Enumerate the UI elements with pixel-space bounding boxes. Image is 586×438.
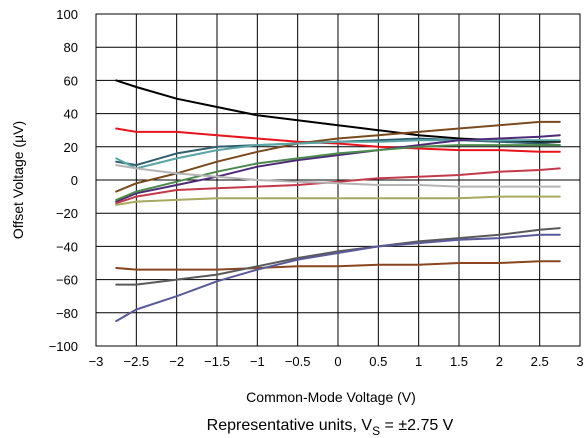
y-tick-label: −100 — [49, 339, 78, 354]
y-tick-label: 80 — [64, 40, 78, 55]
x-axis-title: Common-Mode Voltage (V) — [246, 389, 416, 405]
y-tick-label: −40 — [56, 239, 78, 254]
series-line-10 — [115, 195, 561, 206]
x-tick-label: 2.5 — [531, 354, 549, 369]
series-line-2 — [115, 127, 561, 153]
caption-suffix: = ±2.75 V — [380, 417, 454, 434]
series-line-11 — [115, 260, 561, 271]
x-tick-label: 3 — [576, 354, 583, 369]
y-tick-label: −20 — [56, 206, 78, 221]
x-tick-label: −1.5 — [204, 354, 230, 369]
caption-subscript: S — [372, 424, 380, 438]
x-tick-label: −1 — [250, 354, 265, 369]
y-axis-title: Offset Voltage (µV) — [10, 121, 26, 239]
x-tick-label: −2 — [169, 354, 184, 369]
plot-frame — [95, 13, 581, 347]
series-lines — [115, 79, 561, 323]
series-line-7 — [115, 144, 561, 201]
y-tick-label: −60 — [56, 273, 78, 288]
series-line-8 — [115, 167, 561, 205]
chart-caption: Representative units, VS = ±2.75 V — [207, 417, 454, 438]
y-tick-label: −80 — [56, 306, 78, 321]
series-line-9 — [115, 164, 561, 188]
y-tick-labels: 100 80 60 40 20 0 −20 −40 −60 −80 −100 — [49, 7, 78, 354]
series-line-5 — [115, 139, 561, 170]
x-tick-label: −3 — [89, 354, 104, 369]
x-tick-label: 0 — [334, 354, 341, 369]
y-tick-label: 0 — [71, 173, 78, 188]
grid-lines — [95, 13, 581, 347]
series-line-6 — [115, 134, 561, 203]
y-tick-label: 40 — [64, 107, 78, 122]
x-tick-label: −0.5 — [285, 354, 311, 369]
x-tick-label: 1.5 — [450, 354, 468, 369]
y-tick-label: 20 — [64, 140, 78, 155]
y-tick-label: 100 — [56, 7, 78, 22]
series-line-13 — [115, 233, 561, 323]
y-tick-label: 60 — [64, 73, 78, 88]
x-tick-label: −2.5 — [123, 354, 149, 369]
x-tick-labels: −3 −2.5 −2 −1.5 −1 −0.5 0 0.5 1 1.5 2 2.5 3 — [89, 354, 584, 369]
caption-prefix: Representative units, V — [207, 417, 373, 434]
series-line-12 — [115, 227, 561, 286]
x-tick-label: 1 — [415, 354, 422, 369]
x-tick-label: 2 — [496, 354, 503, 369]
x-tick-label: 0.5 — [369, 354, 387, 369]
